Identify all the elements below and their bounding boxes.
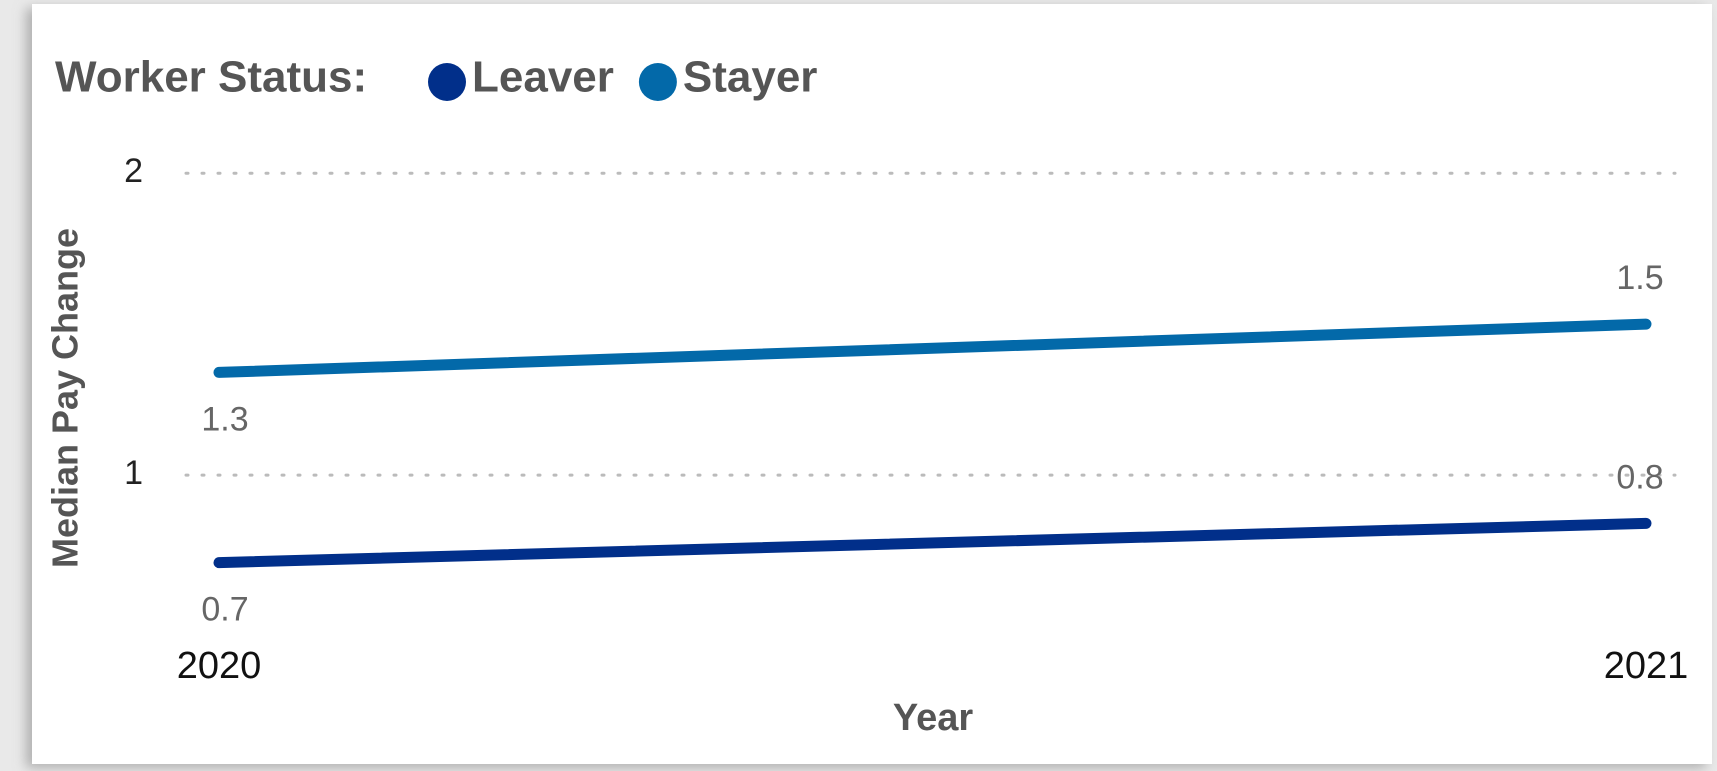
card — [32, 4, 1712, 764]
legend-marker — [638, 63, 677, 101]
series-line — [213, 517, 1652, 569]
legend-label: Stayer — [683, 53, 818, 102]
x-tick-label: 2021 — [1604, 645, 1689, 687]
series-line — [213, 318, 1652, 378]
data-label: 0.8 — [1616, 458, 1663, 496]
data-label: 1.5 — [1616, 259, 1663, 297]
data-label: 1.3 — [201, 400, 248, 438]
y-tick-label: 2 — [124, 152, 143, 190]
y-axis-title: Median Pay Change — [45, 228, 86, 568]
legend-marker — [428, 63, 466, 101]
data-label: 0.7 — [201, 591, 248, 629]
y-tick-label: 1 — [124, 454, 143, 492]
x-axis-title: Year — [893, 697, 974, 739]
x-tick-label: 2020 — [177, 645, 262, 687]
legend-label: Leaver — [472, 53, 614, 102]
legend-title: Worker Status: — [55, 53, 367, 102]
